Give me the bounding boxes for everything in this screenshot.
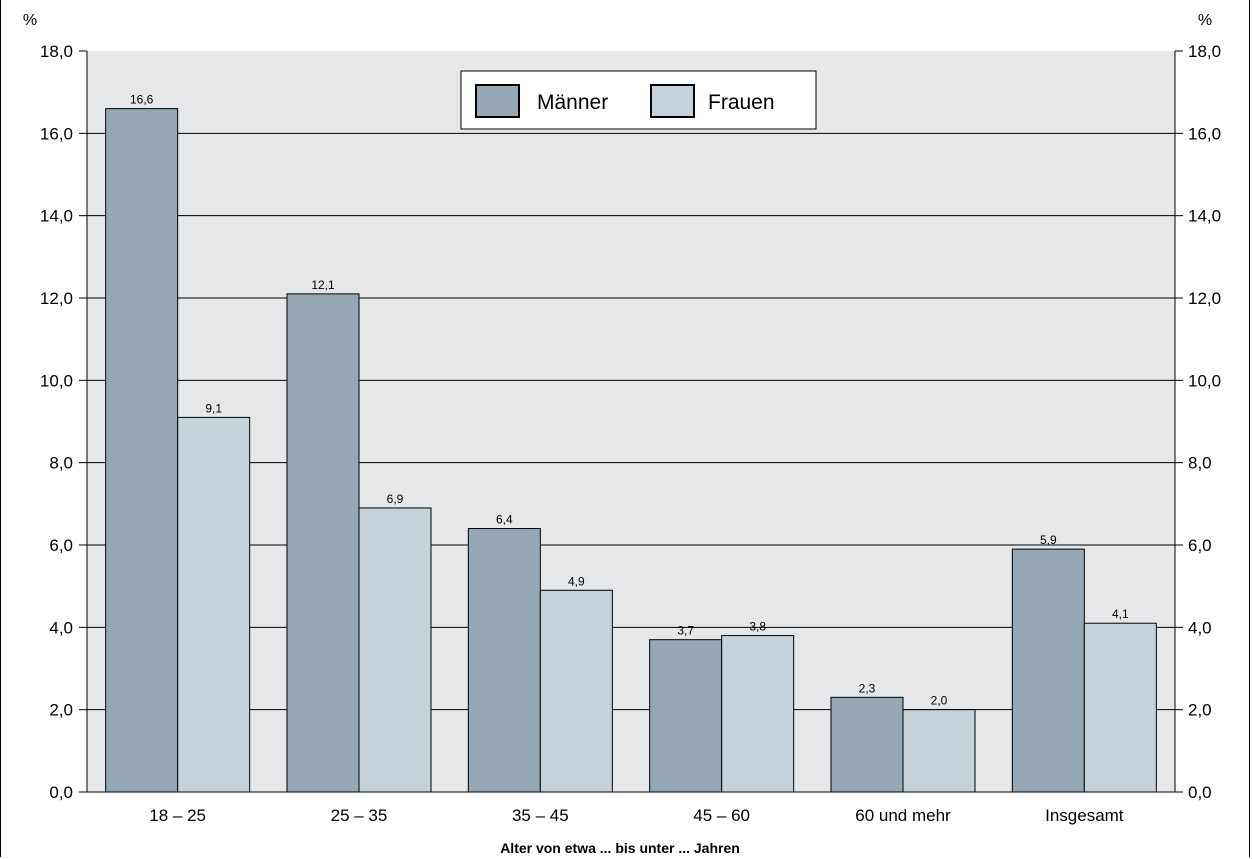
bar-maenner: [1011, 548, 1085, 793]
legend-swatch: [650, 84, 695, 118]
gridlines: [87, 132, 1175, 711]
bar-frauen: [721, 635, 795, 793]
y-tick-label-left: 2,0: [49, 701, 73, 720]
y-tick-label-right: 10,0: [1188, 371, 1221, 390]
data-label: 3,8: [749, 620, 766, 634]
bar-frauen: [177, 416, 251, 793]
x-tick-label: Insgesamt: [1045, 806, 1124, 825]
legend: Männer Frauen: [460, 70, 817, 130]
y-tick-label-left: 18,0: [40, 42, 73, 61]
bar-frauen: [358, 507, 432, 793]
legend-swatch: [475, 84, 520, 118]
data-label: 9,1: [205, 401, 222, 415]
y-tick-label-right: 8,0: [1188, 454, 1212, 473]
bar-frauen: [1083, 622, 1157, 793]
bars: [105, 108, 1157, 793]
bar-maenner: [830, 696, 904, 793]
data-label: 6,9: [387, 492, 404, 506]
legend-box: [460, 70, 817, 130]
y-tick-label-right: 6,0: [1188, 536, 1212, 555]
data-label: 12,1: [311, 278, 335, 292]
data-label: 3,7: [677, 624, 694, 638]
data-label: 4,9: [568, 574, 585, 588]
y-tick-label-left: 8,0: [49, 454, 73, 473]
data-label: 4,1: [1112, 607, 1129, 621]
y-tick-label-left: 12,0: [40, 289, 73, 308]
x-tick-label: 45 – 60: [693, 806, 750, 825]
y-tick-label-left: 6,0: [49, 536, 73, 555]
x-tick-label: 35 – 45: [512, 806, 569, 825]
labels: 0,0 0,0 2,0 2,0 4,0 4,0 6,0 6,0 8,0 8,0 10,0 10,0 12…: [40, 42, 1221, 825]
y-tick-label-right: 16,0: [1188, 124, 1221, 143]
plot-area: [87, 51, 1175, 792]
data-label: 2,3: [859, 681, 876, 695]
y-axis-unit-left: %: [23, 12, 37, 29]
y-tick-label-left: 10,0: [40, 371, 73, 390]
data-label: 2,0: [931, 694, 948, 708]
x-axis-title: Alter von etwa ... bis unter ... Jahren: [500, 840, 740, 856]
y-tick-label-right: 18,0: [1188, 42, 1221, 61]
y-tick-label-right: 4,0: [1188, 618, 1212, 637]
data-label: 5,9: [1040, 533, 1057, 547]
legend-label: Frauen: [708, 91, 775, 114]
axes: [79, 50, 1183, 793]
y-tick-label-left: 16,0: [40, 124, 73, 143]
y-axis-unit-right: %: [1198, 12, 1212, 29]
y-tick-label-left: 14,0: [40, 207, 73, 226]
x-tick-label: 60 und mehr: [855, 806, 951, 825]
y-tick-label-right: 14,0: [1188, 207, 1221, 226]
y-tick-label-right: 12,0: [1188, 289, 1221, 308]
y-tick-label-left: 0,0: [49, 783, 73, 802]
legend-label: Männer: [537, 91, 608, 114]
bar-maenner: [286, 293, 360, 793]
y-tick-label-right: 0,0: [1188, 783, 1212, 802]
y-tick-label-left: 4,0: [49, 618, 73, 637]
bar-frauen: [539, 589, 613, 793]
y-tick-label-right: 2,0: [1188, 701, 1212, 720]
data-label: 6,4: [496, 513, 513, 527]
bar-maenner: [105, 108, 179, 793]
data-label: 16,6: [130, 93, 154, 107]
bar-maenner: [467, 528, 541, 793]
x-tick-label: 18 – 25: [149, 806, 206, 825]
x-tick-label: 25 – 35: [331, 806, 388, 825]
bar-maenner: [649, 639, 723, 793]
bar-frauen: [902, 709, 976, 793]
